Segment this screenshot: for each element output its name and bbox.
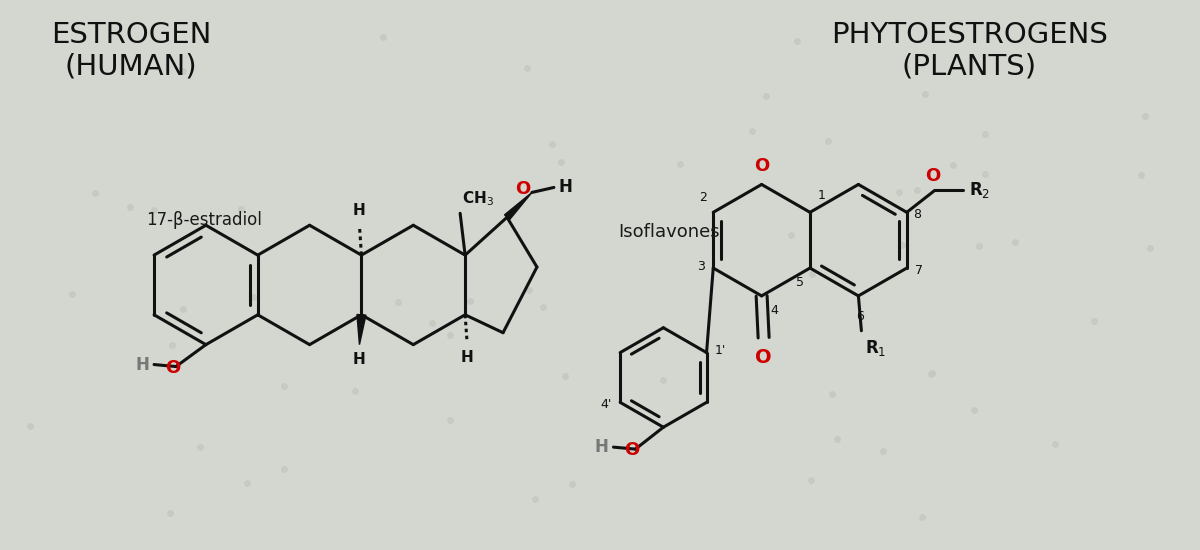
Text: 4': 4'	[601, 398, 612, 411]
Text: 1: 1	[818, 189, 826, 202]
Text: O: O	[754, 157, 769, 174]
Text: H: H	[595, 438, 608, 456]
Text: R$_1$: R$_1$	[865, 338, 887, 358]
Text: 17-β-estradiol: 17-β-estradiol	[146, 211, 262, 229]
Text: O: O	[755, 348, 772, 367]
Text: 7: 7	[914, 263, 923, 277]
Text: 4: 4	[770, 304, 779, 317]
Text: PHYTOESTROGENS
(PLANTS): PHYTOESTROGENS (PLANTS)	[830, 21, 1108, 81]
Text: O: O	[925, 167, 941, 185]
Text: 5: 5	[796, 276, 804, 289]
Text: H: H	[559, 178, 572, 196]
Text: H: H	[353, 204, 366, 218]
Text: O: O	[164, 359, 180, 377]
Polygon shape	[504, 192, 532, 220]
Text: 6: 6	[857, 310, 864, 323]
Text: 2: 2	[700, 191, 707, 205]
Text: H: H	[353, 351, 366, 367]
Text: H: H	[461, 350, 474, 365]
Text: R$_2$: R$_2$	[968, 180, 990, 200]
Text: ESTROGEN
(HUMAN): ESTROGEN (HUMAN)	[50, 21, 211, 81]
Text: CH$_3$: CH$_3$	[462, 190, 494, 208]
Text: 8: 8	[913, 208, 920, 221]
Text: 1': 1'	[714, 344, 726, 357]
Polygon shape	[356, 315, 366, 345]
Text: 3: 3	[697, 260, 706, 273]
Text: Isoflavones: Isoflavones	[618, 223, 720, 241]
Text: O: O	[515, 180, 530, 199]
Text: O: O	[624, 441, 640, 459]
Text: H: H	[136, 355, 149, 373]
